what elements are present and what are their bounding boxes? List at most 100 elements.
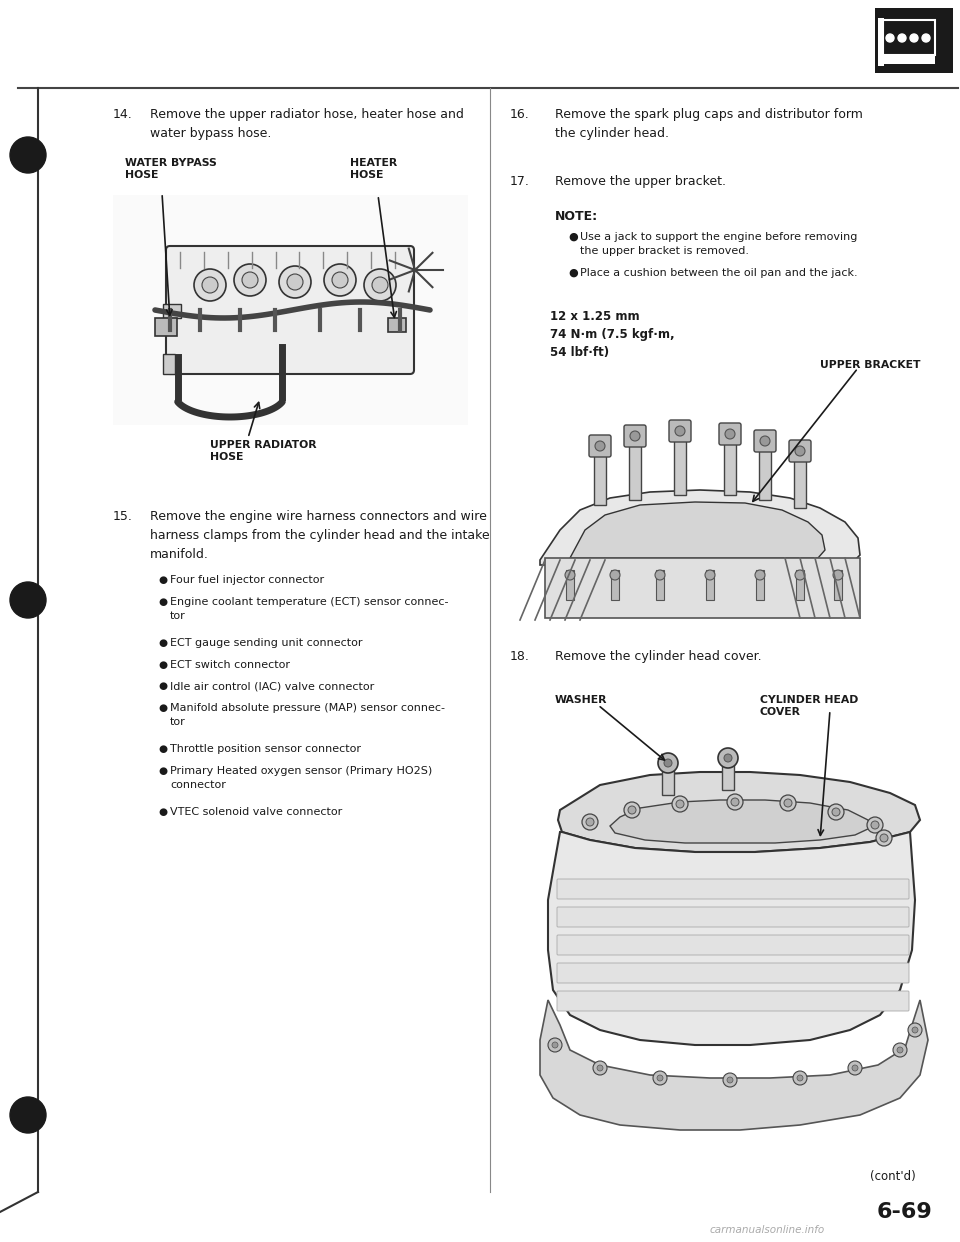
Bar [878, 17, 884, 66]
Circle shape [332, 272, 348, 288]
Text: 18.: 18. [510, 650, 530, 663]
Text: Place a cushion between the oil pan and the jack.: Place a cushion between the oil pan and … [580, 268, 857, 278]
FancyBboxPatch shape [557, 907, 909, 927]
Circle shape [287, 274, 303, 289]
Bar [796, 570, 804, 600]
FancyBboxPatch shape [557, 935, 909, 955]
Text: ECT switch connector: ECT switch connector [170, 660, 290, 669]
Circle shape [593, 1061, 607, 1076]
Circle shape [610, 570, 620, 580]
Circle shape [871, 821, 879, 828]
Text: ●: ● [158, 597, 167, 607]
Circle shape [910, 34, 918, 42]
Bar [834, 570, 842, 600]
Text: Four fuel injector connector: Four fuel injector connector [170, 575, 324, 585]
Circle shape [876, 830, 892, 846]
Circle shape [724, 754, 732, 763]
Bar [759, 450, 771, 501]
Circle shape [755, 570, 765, 580]
Circle shape [548, 1038, 562, 1052]
Polygon shape [610, 800, 870, 843]
Circle shape [582, 814, 598, 830]
Circle shape [867, 817, 883, 833]
Text: VTEC solenoid valve connector: VTEC solenoid valve connector [170, 807, 343, 817]
Circle shape [655, 570, 665, 580]
Circle shape [658, 753, 678, 773]
Text: ●: ● [158, 637, 167, 647]
Text: 14.: 14. [113, 108, 132, 120]
Circle shape [279, 266, 311, 298]
Text: ●: ● [158, 703, 167, 713]
Circle shape [10, 1097, 46, 1133]
Circle shape [725, 428, 735, 438]
Circle shape [795, 570, 805, 580]
Polygon shape [570, 502, 825, 558]
Circle shape [718, 748, 738, 768]
Text: Primary Heated oxygen sensor (Primary HO2S)
connector: Primary Heated oxygen sensor (Primary HO… [170, 766, 432, 790]
Text: Remove the cylinder head cover.: Remove the cylinder head cover. [555, 650, 761, 663]
Circle shape [898, 34, 906, 42]
FancyBboxPatch shape [754, 430, 776, 452]
Circle shape [364, 270, 396, 301]
Text: Remove the upper radiator hose, heater hose and
water bypass hose.: Remove the upper radiator hose, heater h… [150, 108, 464, 140]
Circle shape [723, 1073, 737, 1087]
Text: ●: ● [568, 268, 578, 278]
FancyBboxPatch shape [719, 424, 741, 445]
FancyBboxPatch shape [789, 440, 811, 462]
Circle shape [565, 570, 575, 580]
Bar [875, 7, 953, 73]
Circle shape [731, 799, 739, 806]
Bar [794, 460, 806, 508]
Circle shape [760, 436, 770, 446]
Polygon shape [548, 832, 915, 1045]
Circle shape [672, 796, 688, 812]
Text: (cont'd): (cont'd) [871, 1170, 916, 1182]
Bar [611, 570, 619, 600]
Bar [674, 440, 686, 496]
Text: Throttle position sensor connector: Throttle position sensor connector [170, 744, 361, 754]
Text: WATER BYPASS
HOSE: WATER BYPASS HOSE [125, 158, 217, 180]
Circle shape [795, 446, 805, 456]
Text: ●: ● [158, 575, 167, 585]
FancyBboxPatch shape [557, 963, 909, 982]
Circle shape [833, 570, 843, 580]
Circle shape [595, 441, 605, 451]
FancyBboxPatch shape [669, 420, 691, 442]
Circle shape [727, 794, 743, 810]
Bar [545, 558, 860, 619]
Text: ●: ● [158, 744, 167, 754]
Circle shape [657, 1076, 663, 1081]
Text: Remove the upper bracket.: Remove the upper bracket. [555, 175, 726, 188]
Text: 12 x 1.25 mm
74 N·m (7.5 kgf·m,
54 lbf·ft): 12 x 1.25 mm 74 N·m (7.5 kgf·m, 54 lbf·f… [550, 310, 675, 359]
Text: CYLINDER HEAD
COVER: CYLINDER HEAD COVER [760, 696, 858, 718]
Bar [388, 318, 406, 332]
Circle shape [780, 795, 796, 811]
Bar [662, 765, 674, 795]
Text: 17.: 17. [510, 175, 530, 188]
Text: Engine coolant temperature (ECT) sensor connec-
tor: Engine coolant temperature (ECT) sensor … [170, 597, 448, 621]
Text: ●: ● [158, 766, 167, 776]
Bar [756, 570, 764, 600]
Circle shape [886, 34, 894, 42]
Circle shape [630, 431, 640, 441]
Circle shape [324, 265, 356, 296]
Bar [155, 318, 177, 337]
Text: UPPER BRACKET: UPPER BRACKET [820, 360, 921, 370]
Bar [566, 570, 574, 600]
Circle shape [10, 582, 46, 619]
Text: 16.: 16. [510, 108, 530, 120]
Bar [163, 304, 181, 318]
Circle shape [624, 802, 640, 818]
Bar [722, 760, 734, 790]
FancyBboxPatch shape [166, 246, 414, 374]
Circle shape [852, 1064, 858, 1071]
Circle shape [727, 1077, 733, 1083]
Circle shape [242, 272, 258, 288]
Circle shape [586, 818, 594, 826]
FancyBboxPatch shape [557, 991, 909, 1011]
Circle shape [675, 426, 685, 436]
Bar [656, 570, 664, 600]
Text: Use a jack to support the engine before removing
the upper bracket is removed.: Use a jack to support the engine before … [580, 232, 857, 256]
FancyBboxPatch shape [589, 435, 611, 457]
Polygon shape [540, 1000, 928, 1130]
